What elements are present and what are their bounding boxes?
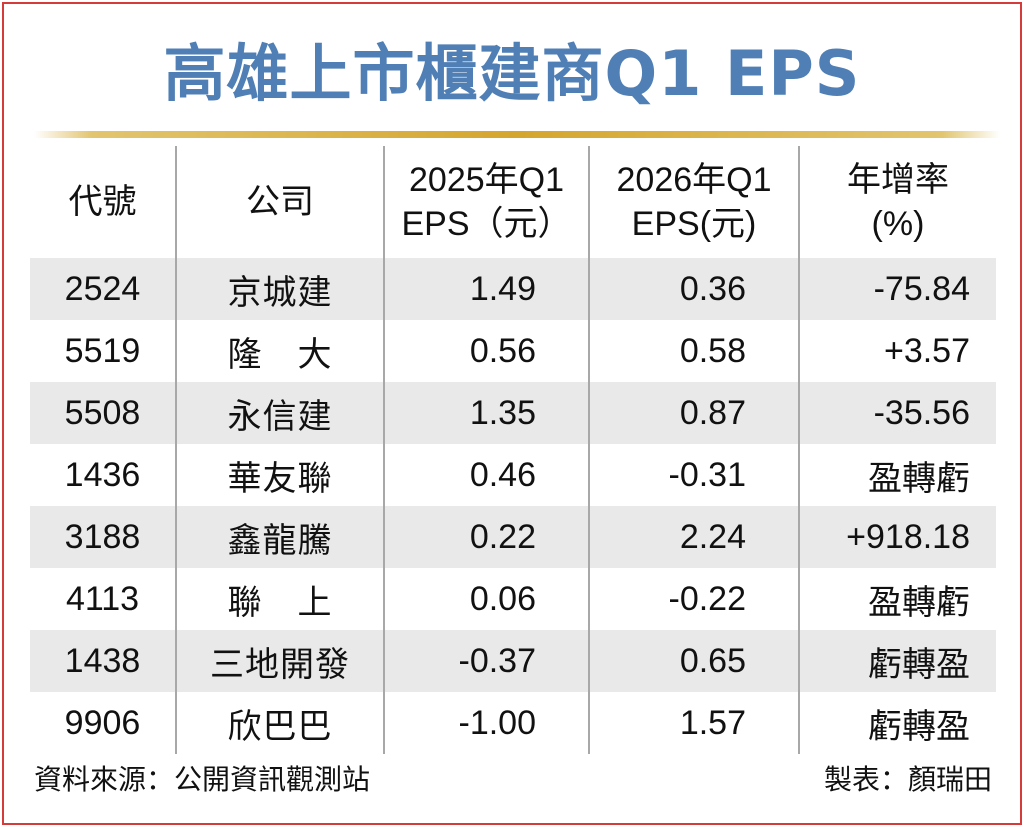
cell-company: 聯 上 bbox=[175, 568, 384, 630]
header-growth-line-1: 年增率 bbox=[847, 161, 949, 199]
cell-company: 三地開發 bbox=[175, 630, 384, 692]
cell-company: 華友聯 bbox=[175, 444, 384, 506]
header-eps-2026-line-2: EPS(元) bbox=[631, 205, 757, 243]
cell-eps-2026: 0.65 bbox=[588, 630, 799, 692]
cell-eps-2025: 1.49 bbox=[383, 258, 589, 320]
table-row: 2524 京城建 1.49 0.36 -75.84 bbox=[30, 258, 996, 320]
cell-eps-2025: 0.46 bbox=[383, 444, 589, 506]
eps-table: 代號 公司 2025年Q1 EPS（元） 2026年Q1 EPS(元) 年增率 … bbox=[30, 146, 996, 754]
cell-eps-2025: -0.37 bbox=[383, 630, 589, 692]
cell-company: 京城建 bbox=[175, 258, 384, 320]
cell-eps-2025: 0.06 bbox=[383, 568, 589, 630]
cell-growth: -75.84 bbox=[798, 258, 996, 320]
credit-note: 製表：顏瑞田 bbox=[823, 763, 992, 796]
header-growth-line-2: (%) bbox=[871, 205, 925, 243]
cell-growth: 盈轉虧 bbox=[798, 444, 996, 506]
cell-eps-2026: 0.58 bbox=[588, 320, 799, 382]
cell-eps-2026: 2.24 bbox=[588, 506, 799, 568]
cell-eps-2025: 1.35 bbox=[383, 382, 589, 444]
cell-code: 3188 bbox=[30, 506, 176, 568]
cell-eps-2026: -0.22 bbox=[588, 568, 799, 630]
source-note: 資料來源：公開資訊觀測站 bbox=[34, 763, 371, 796]
title-underline bbox=[34, 131, 1000, 138]
cell-growth: +918.18 bbox=[798, 506, 996, 568]
header-eps-2026: 2026年Q1 EPS(元) bbox=[588, 146, 799, 258]
cell-growth: 虧轉盈 bbox=[798, 630, 996, 692]
table-row: 4113 聯 上 0.06 -0.22 盈轉虧 bbox=[30, 568, 996, 630]
cell-company: 永信建 bbox=[175, 382, 384, 444]
header-eps-2026-line-1: 2026年Q1 bbox=[616, 161, 772, 199]
cell-code: 1436 bbox=[64, 455, 141, 494]
cell-eps-2025: 0.56 bbox=[383, 320, 589, 382]
header-company-line-1: 公司 bbox=[246, 183, 314, 221]
cell-growth: -35.56 bbox=[798, 382, 996, 444]
table-row: 1436 華友聯 0.46 -0.31 盈轉虧 bbox=[30, 444, 996, 506]
cell-company: 鑫龍騰 bbox=[175, 506, 384, 568]
table-row: 1438 三地開發 -0.37 0.65 虧轉盈 bbox=[30, 630, 996, 692]
table-row: 3188 鑫龍騰 0.22 2.24 +918.18 bbox=[30, 506, 996, 568]
cell-code: 5508 bbox=[30, 382, 176, 444]
cell-eps-2026: 1.57 bbox=[588, 692, 799, 754]
cell-eps-2025: 0.22 bbox=[383, 506, 589, 568]
header-growth: 年增率 (%) bbox=[798, 146, 996, 258]
cell-code: 1438 bbox=[30, 630, 176, 692]
table-row: 5519 隆 大 0.56 0.58 +3.57 bbox=[30, 320, 996, 382]
cell-growth: 虧轉盈 bbox=[798, 692, 996, 754]
cell-eps-2026: -0.31 bbox=[588, 444, 799, 506]
header-code: 代號 bbox=[30, 146, 176, 258]
chart-title: 高雄上市櫃建商Q1 EPS bbox=[163, 37, 861, 110]
cell-code: 5519 bbox=[64, 331, 141, 370]
cell-growth: 盈轉虧 bbox=[798, 568, 996, 630]
table-row: 5508 永信建 1.35 0.87 -35.56 bbox=[30, 382, 996, 444]
header-code-line-1: 代號 bbox=[68, 183, 137, 221]
table-row: 9906 欣巴巴 -1.00 1.57 虧轉盈 bbox=[30, 692, 996, 754]
cell-eps-2026: 0.36 bbox=[588, 258, 799, 320]
header-company: 公司 bbox=[175, 146, 384, 258]
cell-growth: +3.57 bbox=[798, 320, 996, 382]
cell-company: 欣巴巴 bbox=[175, 692, 384, 754]
cell-company: 隆 大 bbox=[175, 320, 384, 382]
cell-code: 4113 bbox=[65, 579, 140, 618]
cell-code: 9906 bbox=[64, 703, 141, 742]
header-eps-2025-line-2: EPS（元） bbox=[401, 205, 572, 243]
cell-code: 2524 bbox=[30, 258, 176, 320]
header-eps-2025: 2025年Q1 EPS（元） bbox=[383, 146, 589, 258]
cell-eps-2025: -1.00 bbox=[383, 692, 589, 754]
header-eps-2025-line-1: 2025年Q1 bbox=[409, 161, 564, 199]
table-header-row: 代號 公司 2025年Q1 EPS（元） 2026年Q1 EPS(元) 年增率 … bbox=[30, 146, 996, 258]
cell-eps-2026: 0.87 bbox=[588, 382, 799, 444]
